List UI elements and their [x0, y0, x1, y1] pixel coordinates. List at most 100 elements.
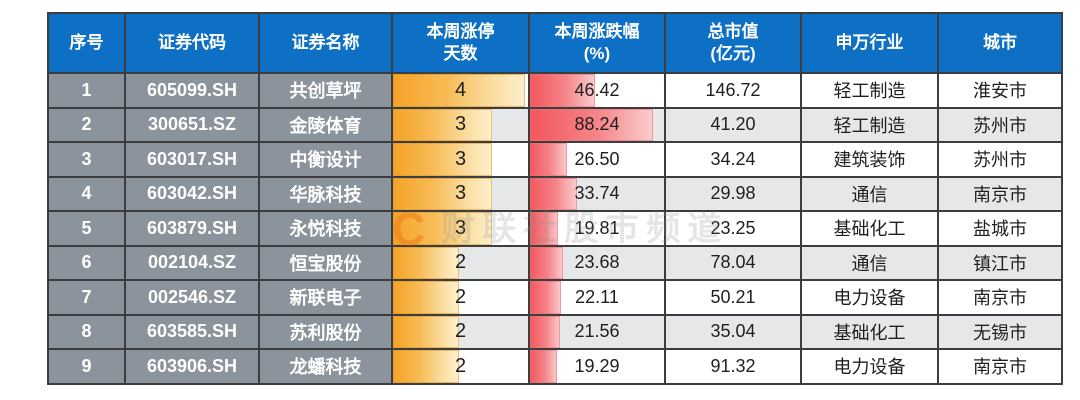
cell-industry: 基础化工: [802, 315, 937, 348]
weekly-change-value: 22.11: [575, 286, 619, 307]
table-row: 2 300651.SZ 金陵体育 3 88.24 41.20 轻工制造 苏州市: [49, 108, 1061, 141]
column-header-idx: 序号: [49, 14, 124, 72]
weekly-change-bar: [530, 246, 564, 279]
weekly-change-bar: [530, 281, 561, 314]
cell-index-label: 8: [81, 321, 92, 342]
table-row: 8 603585.SH 苏利股份 2 21.56 35.04 基础化工 无锡市: [49, 315, 1061, 348]
cell-industry-label: 电力设备: [833, 357, 906, 378]
cell-stock-code-label: 603906.SH: [146, 355, 238, 376]
cell-weekly-change: 22.11: [530, 281, 664, 314]
table-row: 4 603042.SH 华脉科技 3 33.74 29.98 通信 南京市: [49, 177, 1061, 210]
cell-stock-name-label: 华脉科技: [289, 184, 362, 205]
cell-city-label: 南京市: [973, 357, 1027, 378]
column-header-city: 城市: [939, 14, 1061, 72]
cell-market-cap: 41.20: [666, 108, 800, 141]
limit-up-days-bar: [393, 108, 493, 141]
cell-index: 2: [49, 108, 124, 141]
table-body: 1 605099.SH 共创草坪 4 46.42 146.72 轻工制造 淮安市 2 300651…: [49, 74, 1061, 383]
limit-up-days-value: 3: [454, 113, 467, 136]
cell-stock-name-label: 恒宝股份: [289, 253, 362, 274]
cell-stock-code: 002546.SZ: [126, 281, 258, 314]
table-header-row: 序号 证券代码 证券名称 本周涨停 天数 本周涨跌幅 (%) 总市值 (亿元) 申万行业 城市: [49, 14, 1061, 72]
cell-city-label: 南京市: [973, 184, 1027, 205]
cell-stock-code-label: 603585.SH: [146, 321, 238, 342]
cell-weekly-change: 19.29: [530, 350, 664, 383]
cell-industry: 通信: [802, 177, 937, 210]
cell-market-cap: 34.24: [666, 143, 800, 176]
cell-market-cap-label: 41.20: [710, 114, 756, 135]
cell-index-label: 4: [81, 183, 92, 204]
cell-index: 4: [49, 177, 124, 210]
cell-industry-label: 轻工制造: [833, 115, 906, 136]
cell-limit-up-days: 3: [393, 212, 528, 245]
cell-market-cap-label: 50.21: [710, 286, 756, 307]
cell-industry-label: 通信: [851, 253, 888, 274]
cell-market-cap: 35.04: [666, 315, 800, 348]
cell-stock-code: 603906.SH: [126, 350, 258, 383]
weekly-change-value: 21.56: [574, 321, 620, 342]
cell-stock-code-label: 002546.SZ: [147, 286, 237, 307]
weekly-change-value: 88.24: [574, 114, 620, 135]
cell-limit-up-days: 3: [393, 177, 528, 210]
cell-stock-name: 恒宝股份: [260, 246, 391, 279]
cell-market-cap-label: 78.04: [710, 252, 756, 273]
cell-city-label: 苏州市: [973, 150, 1027, 171]
cell-stock-name: 华脉科技: [260, 177, 391, 210]
limit-up-days-value: 2: [454, 320, 467, 343]
cell-market-cap-label: 35.04: [710, 321, 756, 342]
column-header-industry: 申万行业: [802, 14, 937, 72]
weekly-change-value: 26.50: [574, 148, 620, 169]
weekly-change-bar: [530, 177, 578, 210]
column-header-mcap: 总市值 (亿元): [666, 14, 800, 72]
cell-weekly-change: 26.50: [530, 143, 664, 176]
cell-market-cap-label: 91.32: [710, 355, 756, 376]
cell-index: 7: [49, 281, 124, 314]
cell-city-label: 南京市: [973, 288, 1027, 309]
cell-stock-name-label: 金陵体育: [289, 115, 362, 136]
weekly-change-value: 19.81: [574, 217, 620, 238]
weekly-change-bar: [530, 108, 654, 141]
cell-market-cap-label: 23.25: [710, 217, 756, 238]
cell-city: 盐城市: [939, 212, 1061, 245]
cell-index-label: 6: [81, 252, 92, 273]
table-row: 6 002104.SZ 恒宝股份 2 23.68 78.04 通信 镇江市: [49, 246, 1061, 279]
cell-industry: 建筑装饰: [802, 143, 937, 176]
cell-limit-up-days: 3: [393, 108, 528, 141]
cell-city: 南京市: [939, 350, 1061, 383]
table-row: 1 605099.SH 共创草坪 4 46.42 146.72 轻工制造 淮安市: [49, 74, 1061, 107]
limit-up-days-bar: [393, 74, 526, 107]
column-header-days: 本周涨停 天数: [393, 14, 528, 72]
cell-weekly-change: 19.81: [530, 212, 664, 245]
weekly-change-bar: [530, 143, 568, 176]
cell-stock-name-label: 中衡设计: [289, 150, 362, 171]
cell-city-label: 镇江市: [973, 253, 1027, 274]
cell-market-cap: 146.72: [666, 74, 800, 107]
cell-industry: 电力设备: [802, 281, 937, 314]
cell-city-label: 淮安市: [973, 81, 1027, 102]
cell-stock-name: 共创草坪: [260, 74, 391, 107]
limit-up-days-value: 2: [454, 285, 467, 308]
limit-up-days-value: 2: [454, 251, 467, 274]
cell-market-cap: 78.04: [666, 246, 800, 279]
cell-stock-code: 603879.SH: [126, 212, 258, 245]
cell-industry: 通信: [802, 246, 937, 279]
cell-stock-code: 603585.SH: [126, 315, 258, 348]
column-header-chg: 本周涨跌幅 (%): [530, 14, 664, 72]
cell-index-label: 9: [81, 355, 92, 376]
cell-stock-code-label: 603042.SH: [146, 183, 238, 204]
cell-stock-name: 金陵体育: [260, 108, 391, 141]
cell-stock-name-label: 永悦科技: [289, 219, 362, 240]
cell-weekly-change: 33.74: [530, 177, 664, 210]
cell-industry-label: 基础化工: [833, 219, 906, 240]
cell-stock-code: 603042.SH: [126, 177, 258, 210]
cell-stock-name: 苏利股份: [260, 315, 391, 348]
limit-up-days-bar: [393, 246, 460, 279]
cell-industry-label: 电力设备: [833, 288, 906, 309]
cell-stock-name: 新联电子: [260, 281, 391, 314]
cell-limit-up-days: 2: [393, 246, 528, 279]
cell-weekly-change: 23.68: [530, 246, 664, 279]
table-row: 5 603879.SH 永悦科技 3 19.81 23.25 基础化工 盐城市: [49, 212, 1061, 245]
cell-industry: 电力设备: [802, 350, 937, 383]
limit-up-days-bar: [393, 350, 460, 383]
